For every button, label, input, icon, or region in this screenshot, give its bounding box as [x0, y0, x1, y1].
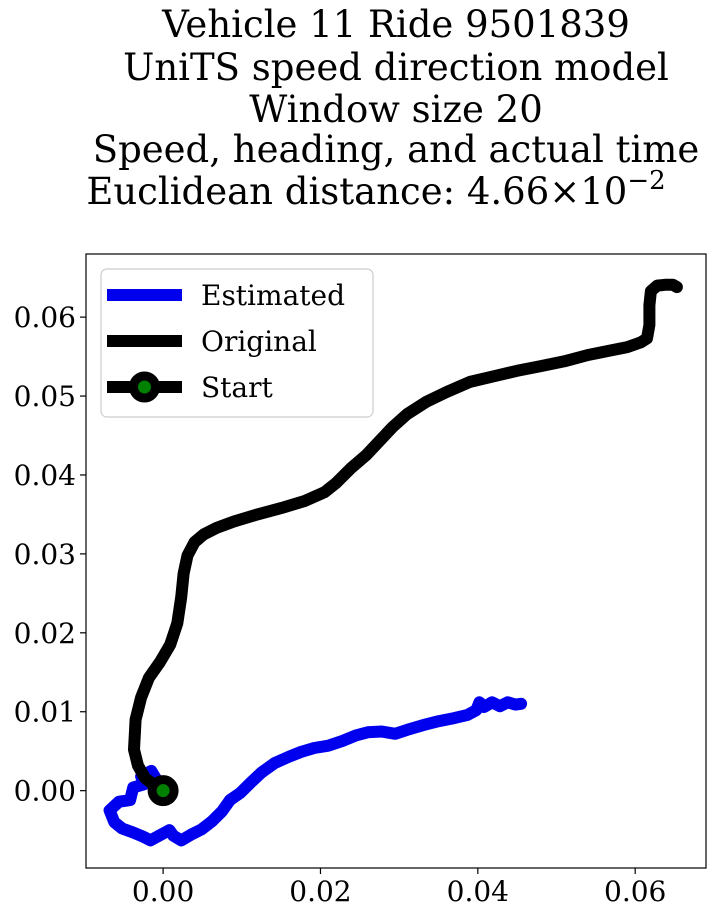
y-tick-label: 0.00: [14, 775, 76, 808]
x-tick-label: 0.04: [447, 875, 509, 908]
title-line-2: UniTS speed direction model: [123, 46, 669, 89]
title-exponent: −2: [627, 166, 665, 196]
series-line-estimated: [103, 696, 528, 847]
x-tick-label: 0.02: [289, 875, 351, 908]
axes-frame: [85, 253, 707, 869]
x-tick-label: 0.06: [604, 875, 666, 908]
legend-box: [100, 268, 374, 418]
title-line-4: Speed, heading, and actual time: [93, 128, 700, 171]
legend-swatch-start-marker: [129, 371, 160, 403]
legend: Estimated Original Start: [100, 268, 374, 418]
x-tick-label: 0.00: [132, 875, 194, 908]
title-line-5-main: Euclidean distance: 4.66×10: [86, 170, 627, 213]
title-line-1: Vehicle 11 Ride 9501839: [161, 3, 630, 46]
title-line-3: Window size 20: [249, 88, 543, 131]
y-tick-label: 0.01: [14, 696, 76, 729]
legend-label-start: Start: [201, 371, 274, 404]
title-line-5: Euclidean distance: 4.66×10−2: [86, 166, 665, 213]
start-marker: [147, 775, 179, 807]
plot-area: [103, 278, 683, 847]
y-tick-label: 0.03: [14, 538, 76, 571]
y-tick-label: 0.02: [14, 617, 76, 650]
y-tick-label: 0.04: [14, 459, 76, 492]
y-tick-label: 0.06: [14, 301, 76, 334]
legend-label-original: Original: [201, 325, 317, 358]
legend-label-estimated: Estimated: [201, 279, 345, 312]
y-tick-label: 0.05: [14, 380, 76, 413]
axis-ticks: 0.00 0.02 0.04 0.06 0.00 0.01 0.02 0.03 0.04 0.05…: [14, 301, 667, 908]
chart-title: Vehicle 11 Ride 9501839 UniTS speed dire…: [86, 3, 699, 213]
series-line-original: [128, 278, 683, 797]
